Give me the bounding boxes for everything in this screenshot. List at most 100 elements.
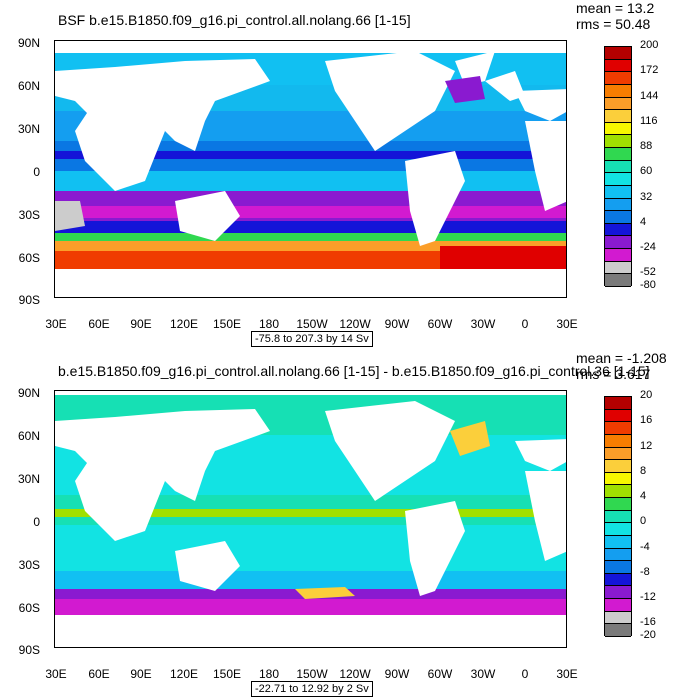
colorbar-label: -24: [640, 241, 656, 254]
contour-range-label: -22.71 to 12.92 by 2 Sv: [251, 681, 373, 697]
lon-label: 0: [521, 667, 529, 681]
colorbar-cell: [605, 110, 631, 123]
colorbar-cell: [605, 47, 631, 60]
lon-label: 30W: [470, 317, 496, 331]
lat-label: 90S: [18, 293, 40, 307]
lon-label: 90W: [384, 317, 410, 331]
colorbar-cell: [605, 97, 631, 111]
plot-title: b.e15.B1850.f09_g16.pi_control.all.nolan…: [58, 363, 650, 379]
lat-label: 30S: [18, 208, 40, 222]
lon-label: 0: [521, 317, 529, 331]
colorbar-label: 172: [640, 64, 659, 77]
colorbar-cell: [605, 236, 631, 249]
colorbar-cell: [605, 223, 631, 237]
colorbar-cell: [605, 573, 631, 587]
colorbar-cell: [605, 510, 631, 524]
colorbar-label: -52: [640, 266, 656, 279]
map-svg: [55, 391, 566, 647]
colorbar-label: -20: [640, 629, 656, 641]
lat-label: 60S: [18, 601, 40, 615]
colorbar-cell: [605, 586, 631, 599]
colorbar-cell: [605, 472, 631, 486]
lon-label: 120W: [339, 317, 371, 331]
colorbar-cell: [605, 422, 631, 435]
lat-label: 60S: [18, 251, 40, 265]
colorbar-cell: [605, 185, 631, 199]
colorbar: [604, 46, 632, 287]
colorbar-label: 32: [640, 190, 653, 203]
colorbar-label: 4: [640, 490, 647, 503]
colorbar-cell: [605, 72, 631, 85]
map-plot: [54, 40, 567, 298]
lon-label: 60E: [88, 317, 110, 331]
stats-box: mean = -1.208 rms = 3.617: [576, 350, 686, 382]
colorbar: [604, 396, 632, 637]
bsf-panel-top: BSF b.e15.B1850.f09_g16.pi_control.all.n…: [17, 0, 659, 347]
lat-label: 90N: [17, 36, 40, 50]
lon-label: 90W: [384, 667, 410, 681]
colorbar-cell: [605, 548, 631, 562]
lon-label: 90E: [130, 317, 152, 331]
lon-label: 90E: [130, 667, 152, 681]
colorbar-cell: [605, 561, 631, 574]
colorbar-cell: [605, 599, 631, 612]
colorbar-label: -12: [640, 591, 656, 604]
mean-value: mean = -1.208: [576, 350, 667, 366]
colorbar-cell: [605, 274, 631, 287]
lon-label: 30E: [45, 667, 67, 681]
colorbar-cell: [605, 198, 631, 212]
contour-range-label: -75.8 to 207.3 by 14 Sv: [251, 331, 373, 347]
colorbar-cell: [605, 624, 631, 637]
lat-label: 30N: [17, 122, 40, 136]
colorbar-label: 60: [640, 165, 653, 178]
colorbar-cell: [605, 84, 631, 98]
rms-value: rms = 3.617: [576, 366, 651, 382]
colorbar-label: 116: [640, 114, 658, 127]
colorbar-cell: [605, 397, 631, 410]
lat-label: 30S: [18, 558, 40, 572]
difference-panel-bottom: b.e15.B1850.f09_g16.pi_control.all.nolan…: [0, 350, 700, 700]
lon-label: 60W: [427, 317, 453, 331]
lon-label: 60W: [427, 667, 453, 681]
colorbar-cell: [605, 249, 631, 262]
colorbar-cell: [605, 498, 631, 511]
colorbar-cell: [605, 59, 631, 73]
colorbar-cell: [605, 135, 631, 148]
colorbar-label: 16: [640, 414, 653, 427]
colorbar-cell: [605, 434, 631, 448]
colorbar-cell: [605, 460, 631, 473]
colorbar-cell: [605, 611, 631, 625]
lon-label: 150E: [212, 317, 242, 331]
lat-label: 60N: [17, 79, 40, 93]
colorbar-cell: [605, 523, 631, 536]
mean-value: mean = 13.2: [576, 0, 655, 16]
lon-label: 60E: [88, 667, 110, 681]
lon-label: 30E: [556, 667, 578, 681]
colorbar-label: 0: [640, 515, 647, 528]
map-svg: [55, 41, 566, 297]
colorbar-cell: [605, 173, 631, 186]
rms-value: rms = 50.48: [576, 16, 651, 32]
colorbar-cell: [605, 211, 631, 224]
lat-label: 30N: [17, 472, 40, 486]
colorbar-cell: [605, 122, 631, 136]
colorbar-cell: [605, 160, 631, 174]
lat-label: 90S: [18, 643, 40, 657]
lon-label: 150W: [296, 667, 328, 681]
colorbar-label: -8: [640, 565, 650, 578]
lat-label: 0: [33, 165, 40, 179]
colorbar-cell: [605, 535, 631, 549]
lon-label: 30E: [45, 317, 67, 331]
colorbar-label: -4: [640, 540, 650, 553]
colorbar-label: 4: [640, 215, 647, 228]
lon-label: 30E: [556, 317, 578, 331]
map-plot: [54, 390, 567, 648]
lon-label: 150W: [296, 317, 328, 331]
colorbar-label: 200: [640, 39, 659, 51]
lon-label: 150E: [212, 667, 242, 681]
lat-label: 0: [33, 515, 40, 529]
lon-label: 30W: [470, 667, 496, 681]
lon-label: 120E: [169, 667, 199, 681]
plot-title: BSF b.e15.B1850.f09_g16.pi_control.all.n…: [58, 12, 411, 28]
colorbar-label: 12: [640, 439, 653, 452]
